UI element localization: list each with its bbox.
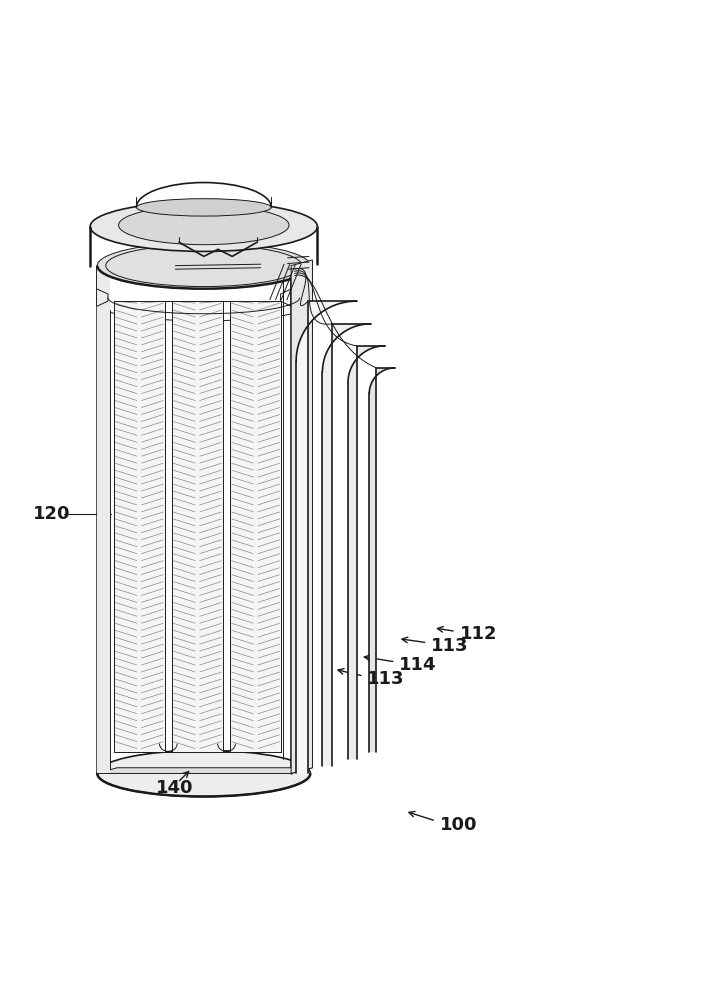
Text: 120: 120 xyxy=(34,505,71,523)
Text: 113: 113 xyxy=(367,670,405,688)
Ellipse shape xyxy=(97,243,310,289)
Polygon shape xyxy=(322,324,371,766)
Ellipse shape xyxy=(136,199,271,216)
Polygon shape xyxy=(97,768,312,773)
Polygon shape xyxy=(369,368,395,752)
Bar xyxy=(172,301,223,752)
Polygon shape xyxy=(348,346,385,759)
Text: 100: 100 xyxy=(441,816,478,834)
Bar xyxy=(113,301,165,752)
Text: 114: 114 xyxy=(399,656,436,674)
Text: 140: 140 xyxy=(156,779,194,797)
Ellipse shape xyxy=(97,750,310,797)
Polygon shape xyxy=(296,301,356,773)
Ellipse shape xyxy=(118,206,289,245)
Polygon shape xyxy=(291,260,312,773)
Text: 113: 113 xyxy=(431,637,468,655)
Bar xyxy=(230,301,281,752)
Text: 112: 112 xyxy=(459,625,497,643)
Polygon shape xyxy=(97,266,110,773)
Ellipse shape xyxy=(90,202,317,251)
